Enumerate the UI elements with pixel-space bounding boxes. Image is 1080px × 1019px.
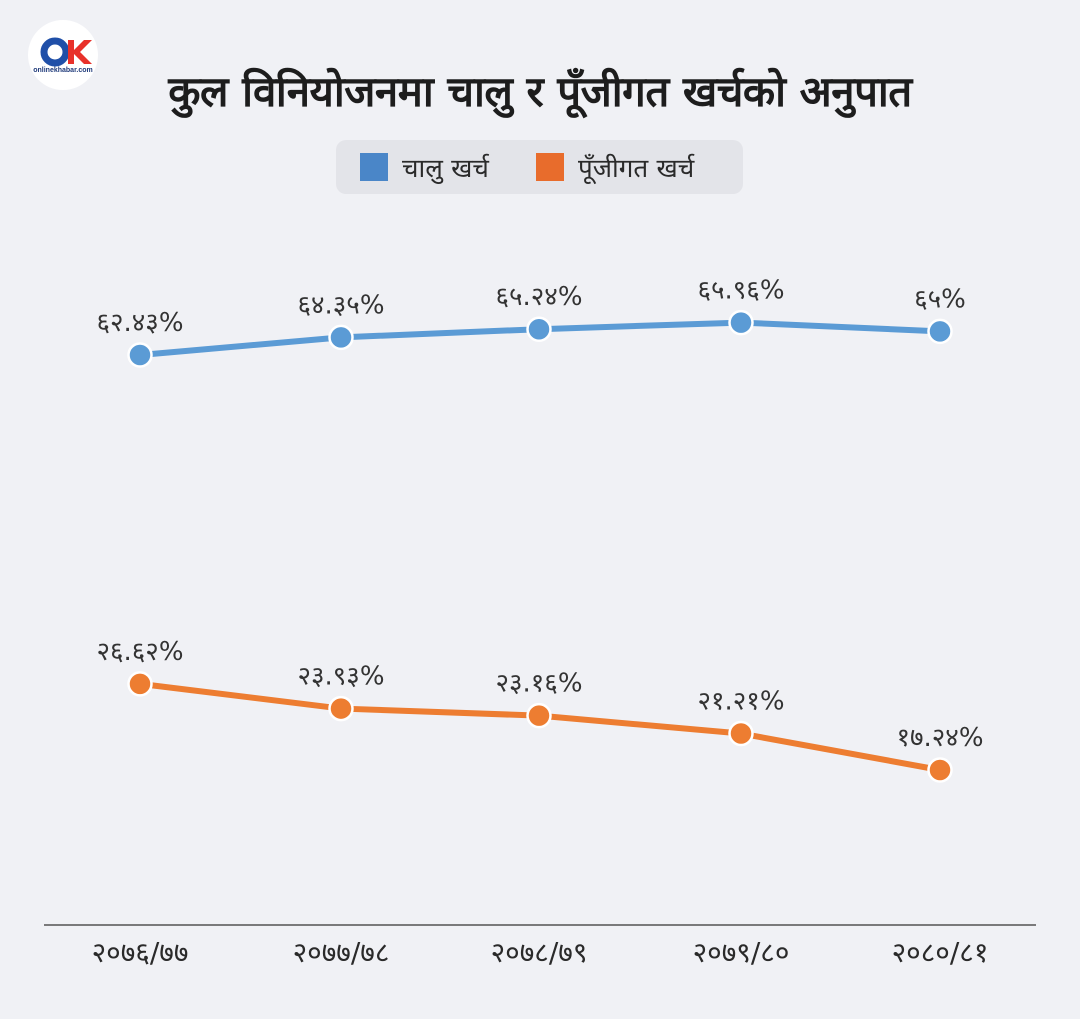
x-tick-label: २०७९/८०: [693, 936, 790, 969]
chart-title: कुल विनियोजनमा चालु र पूँजीगत खर्चको अनु…: [168, 67, 912, 116]
chart-legend: चालु खर्च पूँजीगत खर्च: [336, 140, 743, 194]
data-point: [127, 671, 153, 697]
data-label: २१.२१%: [697, 687, 784, 717]
data-point: [328, 324, 354, 351]
data-point: [127, 342, 153, 368]
legend-item-capital-expenditure: पूँजीगत खर्च: [536, 140, 694, 194]
ok-logo-icon: [40, 37, 92, 67]
data-point: [328, 695, 354, 722]
legend-swatch-current: [360, 153, 388, 181]
logo-text: onlinekhabar.com: [33, 67, 93, 74]
onlinekhabar-logo: onlinekhabar.com: [28, 20, 98, 90]
data-label: १७.२४%: [896, 723, 983, 753]
data-label: २३.१६%: [495, 669, 582, 699]
data-label: ६२.४३%: [96, 308, 183, 338]
data-point: [526, 316, 552, 342]
legend-swatch-capital: [536, 153, 564, 181]
x-tick-label: २०७८/७९: [491, 936, 588, 969]
legend-label-current: चालु खर्च: [402, 154, 489, 184]
x-tick-label: २०८०/८१: [892, 936, 989, 969]
data-label: ६४.३५%: [297, 290, 384, 320]
legend-item-current-expenditure: चालु खर्च: [360, 140, 489, 194]
data-point: [526, 702, 552, 729]
data-point: [728, 720, 754, 747]
data-label: ६५.९६%: [697, 276, 784, 306]
legend-label-capital: पूँजीगत खर्च: [578, 154, 695, 184]
data-point: [728, 309, 754, 336]
data-label: ६५.२४%: [495, 282, 582, 312]
x-tick-label: २०७७/७८: [293, 936, 390, 969]
x-tick-label: २०७६/७७: [92, 936, 189, 969]
data-label: २६.६२%: [96, 637, 183, 667]
data-point: [927, 757, 953, 783]
data-label: ६५%: [914, 284, 966, 314]
data-label: २३.९३%: [297, 662, 384, 692]
data-point: [927, 318, 953, 345]
